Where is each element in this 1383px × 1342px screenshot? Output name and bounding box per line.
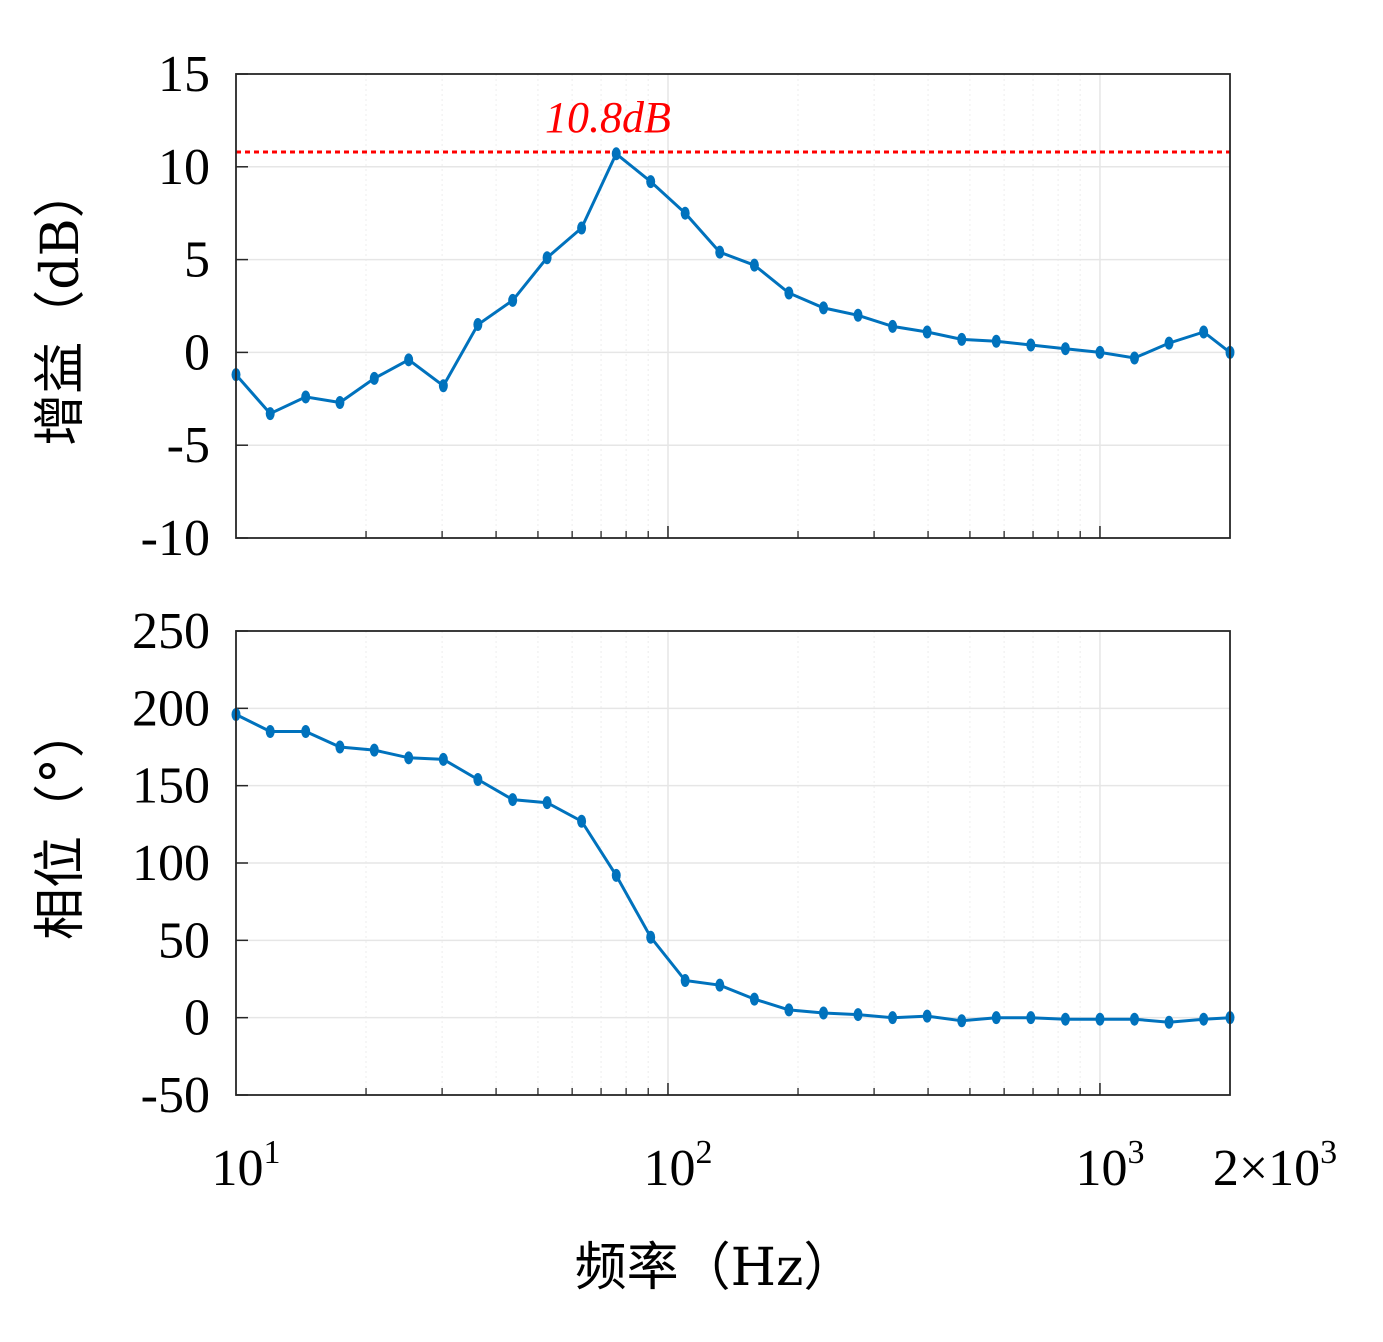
- data-point: [1199, 1012, 1209, 1026]
- data-point: [1095, 1012, 1105, 1026]
- data-point: [335, 396, 345, 410]
- axes-frame: [235, 630, 1231, 1096]
- data-point: [577, 814, 587, 828]
- data-point: [991, 334, 1001, 348]
- x-tick-label: 103: [1075, 1134, 1144, 1197]
- series-line: [234, 151, 1231, 416]
- data-point: [542, 251, 552, 265]
- data-point: [611, 147, 621, 161]
- axes-frame: [235, 73, 1231, 539]
- data-point: [784, 1003, 794, 1017]
- data-point: [1095, 345, 1105, 359]
- phase-ylabel: 相位（°）: [31, 706, 91, 940]
- data-point: [888, 1011, 898, 1025]
- data-point: [888, 319, 898, 333]
- y-tick-label: 50: [158, 912, 210, 969]
- x-tick-label: 102: [643, 1134, 712, 1197]
- data-point: [369, 743, 379, 757]
- data-point: [680, 974, 690, 988]
- data-point: [335, 740, 345, 754]
- data-point: [853, 308, 863, 322]
- data-point: [1164, 1015, 1174, 1029]
- data-point: [438, 379, 448, 393]
- y-tick-label: 10: [158, 139, 210, 196]
- data-point: [265, 725, 275, 739]
- gain-panel: 15 10 5 0 -5 -10 10.8dB: [141, 46, 1235, 567]
- data-point: [715, 245, 725, 259]
- y-tick-label: 5: [184, 232, 210, 289]
- data-point: [577, 221, 587, 235]
- y-tick-label: 150: [132, 758, 210, 815]
- data-point: [1060, 342, 1070, 356]
- data-point: [1129, 1012, 1139, 1026]
- y-tick-label: -50: [141, 1067, 210, 1124]
- data-point: [1026, 338, 1036, 352]
- data-point: [749, 258, 759, 272]
- data-point: [991, 1011, 1001, 1025]
- data-point: [473, 318, 483, 332]
- data-point: [1060, 1012, 1070, 1026]
- y-tick-label: 0: [184, 990, 210, 1047]
- data-point: [1129, 351, 1139, 365]
- y-tick-label: -5: [167, 417, 210, 474]
- data-point: [438, 752, 448, 766]
- y-tick-label: 0: [184, 324, 210, 381]
- data-point: [404, 353, 414, 367]
- data-point: [265, 407, 275, 421]
- data-point: [301, 725, 311, 739]
- data-point: [301, 390, 311, 404]
- data-point: [749, 992, 759, 1006]
- data-point: [819, 1006, 829, 1020]
- y-tick-label: 200: [132, 680, 210, 737]
- data-point: [922, 325, 932, 339]
- data-point: [508, 293, 518, 307]
- y-tick-label: 15: [158, 46, 210, 103]
- data-point: [404, 751, 414, 765]
- data-point: [922, 1009, 932, 1023]
- data-point: [508, 793, 518, 807]
- data-point: [473, 772, 483, 786]
- plot-area: [236, 74, 1230, 538]
- y-tick-label: 100: [132, 835, 210, 892]
- x-tick-label: 101: [212, 1134, 281, 1197]
- data-point: [680, 206, 690, 220]
- data-point: [853, 1008, 863, 1022]
- data-point: [957, 332, 967, 346]
- data-point: [369, 371, 379, 385]
- data-point: [957, 1014, 967, 1028]
- data-point: [646, 930, 656, 944]
- data-point: [1026, 1011, 1036, 1025]
- data-point: [611, 868, 621, 882]
- data-point: [542, 796, 552, 810]
- x-axis-label: 频率（Hz）: [575, 1238, 856, 1298]
- series-line: [235, 713, 1231, 1024]
- data-point: [715, 978, 725, 992]
- y-tick-label: 250: [132, 603, 210, 660]
- data-point: [1199, 325, 1209, 339]
- x-tick-label: 2×103: [1213, 1134, 1337, 1197]
- data-point: [646, 175, 656, 189]
- reference-annotation: 10.8dB: [545, 93, 671, 142]
- data-point: [819, 301, 829, 315]
- gain-ylabel: 增益（dB）: [31, 166, 91, 446]
- data-point: [1164, 336, 1174, 350]
- data-point: [784, 286, 794, 300]
- y-tick-label: -10: [141, 510, 210, 567]
